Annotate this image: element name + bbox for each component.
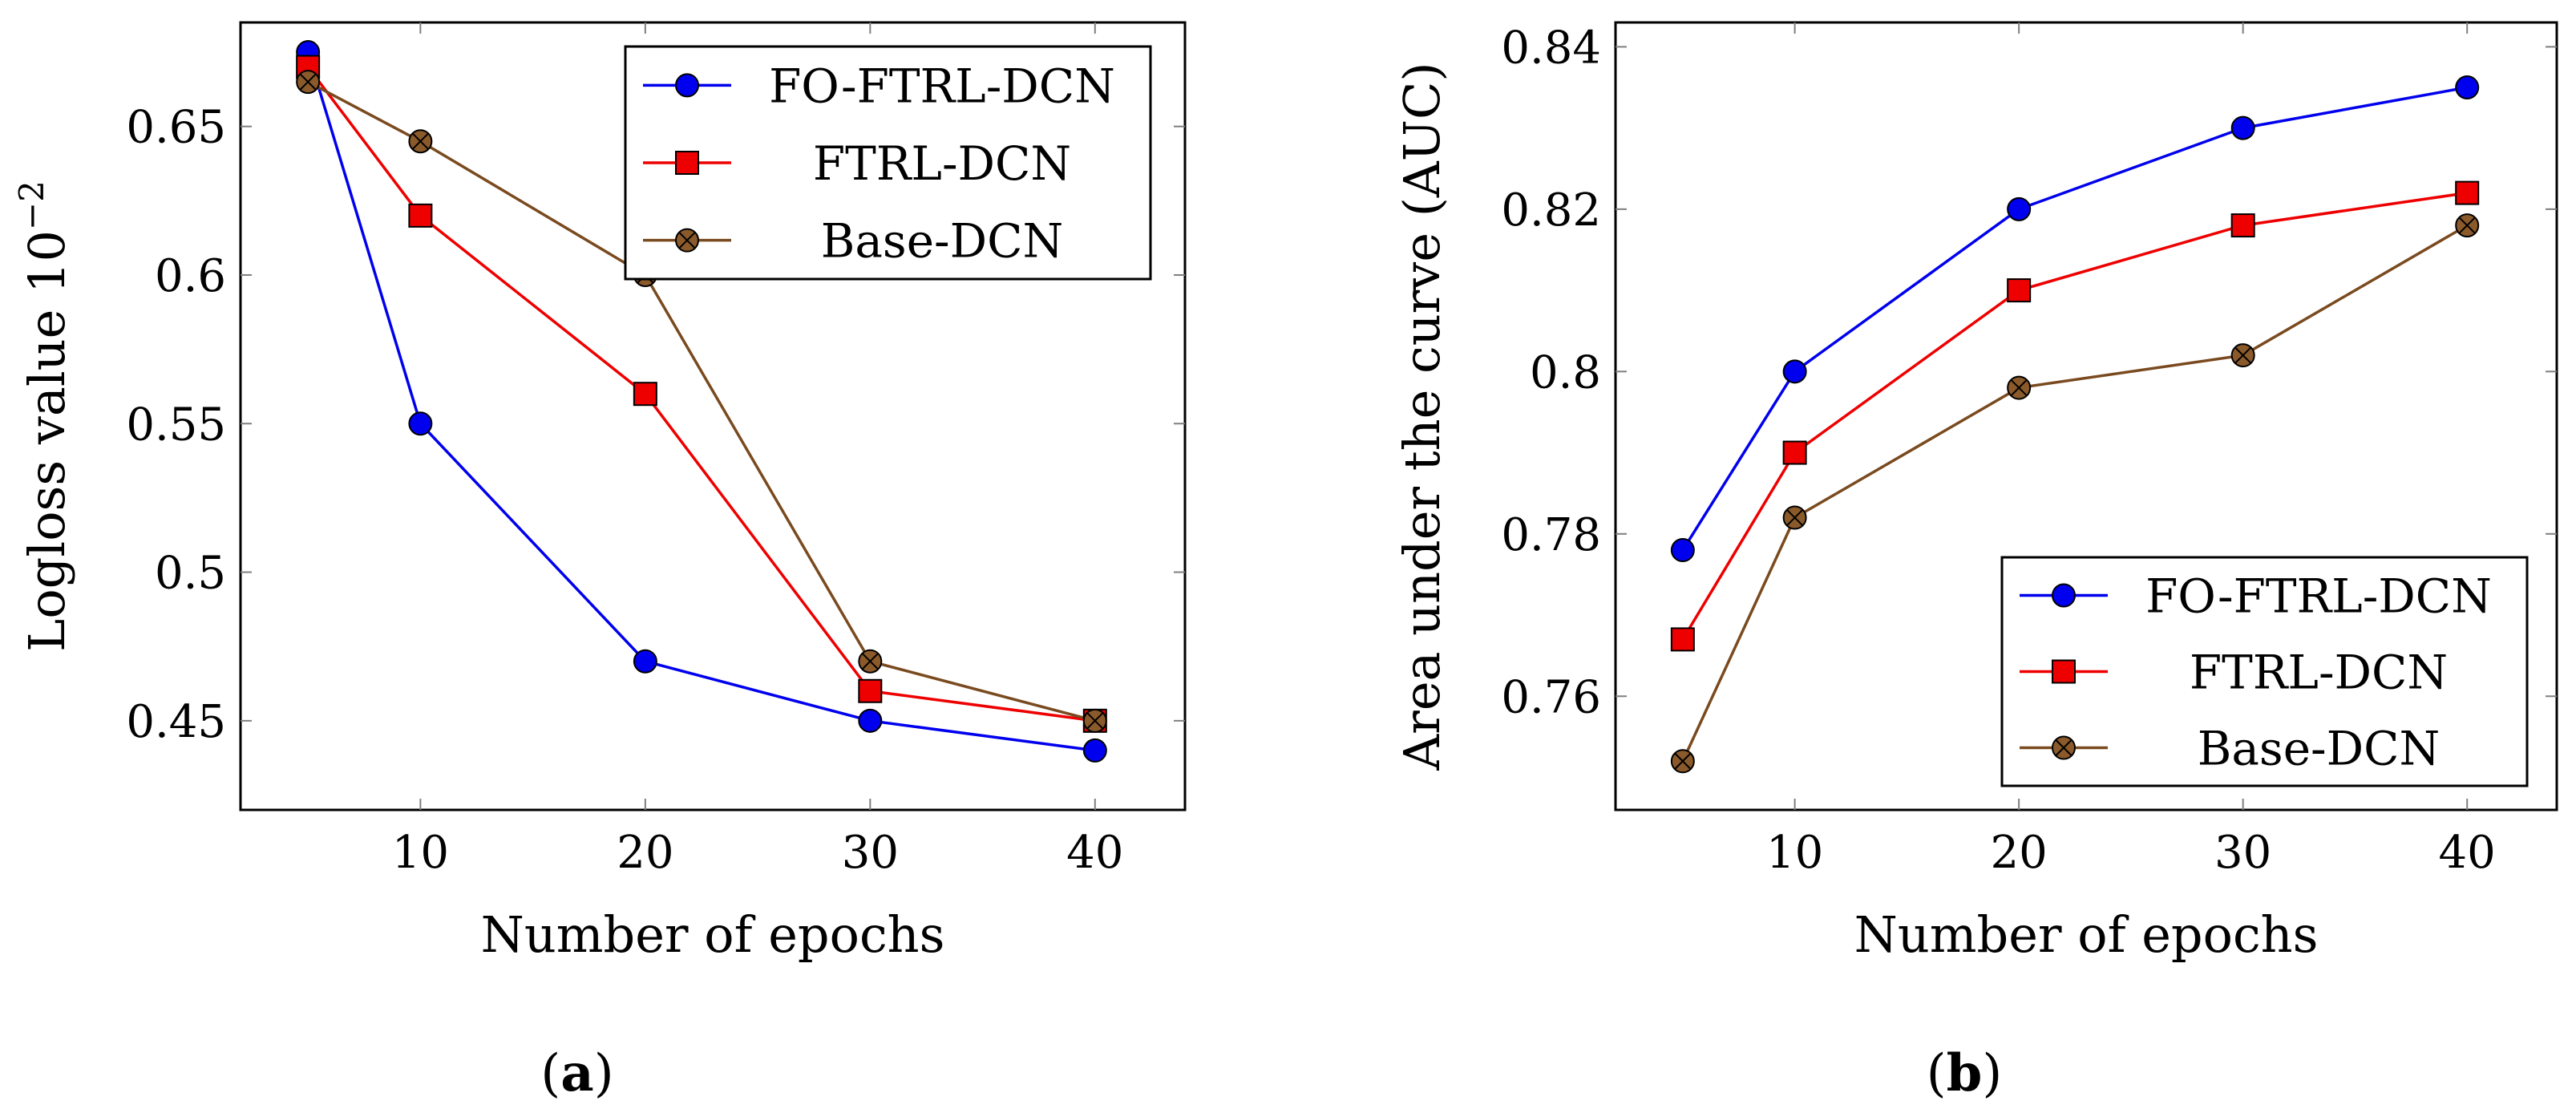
legend-marker-base-dcn bbox=[2052, 735, 2076, 760]
y-axis-label-text: Area under the curve (AUC) bbox=[1393, 62, 1451, 771]
chart-b-auc: 10 20 30 40 0.76 0.78 0.8 0.82 0.84 Number of epo… bbox=[1393, 21, 2558, 1103]
x-tick-label: 20 bbox=[1991, 827, 2048, 879]
legend: FO-FTRL-DCN FTRL-DCN Base-DCN bbox=[2000, 556, 2529, 787]
y-tick-label: 0.6 bbox=[155, 250, 226, 302]
data-point-ftrl-dcn bbox=[2007, 278, 2032, 303]
data-point-base-dcn-cross-2 bbox=[862, 653, 879, 670]
x-axis-label: Number of epochs bbox=[1854, 905, 2319, 964]
data-point-base-dcn-cross-2 bbox=[1674, 753, 1692, 770]
x-tick-label: 40 bbox=[2439, 827, 2496, 879]
legend-marker-ftrl-dcn bbox=[2052, 659, 2076, 684]
legend-marker-fo-ftrl-dcn bbox=[2052, 583, 2076, 608]
data-point-base-dcn bbox=[2455, 213, 2480, 238]
y-tick-label: 0.5 bbox=[155, 548, 226, 600]
data-point-base-dcn-cross-2 bbox=[2234, 346, 2251, 364]
data-point-base-dcn bbox=[858, 649, 883, 674]
x-tick-label: 10 bbox=[1766, 827, 1823, 879]
axes-frame bbox=[1614, 21, 2558, 812]
subfigure-caption: (b) bbox=[1927, 1043, 2003, 1103]
y-tick-label: 0.45 bbox=[126, 696, 226, 748]
data-point-ftrl-dcn bbox=[633, 382, 657, 407]
data-point-ftrl-dcn bbox=[408, 203, 433, 228]
x-tick-label: 30 bbox=[2214, 827, 2271, 879]
data-point-base-dcn-cross-2 bbox=[412, 133, 429, 150]
caption-close-paren: ) bbox=[594, 1044, 614, 1103]
data-point-fo-ftrl-dcn bbox=[2007, 196, 2032, 221]
y-tick-label: 0.78 bbox=[1501, 509, 1601, 561]
data-point-base-dcn-cross-2 bbox=[2458, 217, 2476, 234]
legend-label: Base-DCN bbox=[821, 214, 1064, 269]
legend-marker-base-dcn-cross-2 bbox=[678, 232, 696, 249]
data-point-base-dcn bbox=[2230, 343, 2255, 368]
data-point-fo-ftrl-dcn bbox=[858, 708, 883, 733]
data-point-fo-ftrl-dcn bbox=[2455, 75, 2480, 99]
y-tick-label: 0.65 bbox=[126, 102, 226, 154]
series-line-fo-ftrl-dcn bbox=[1681, 86, 2468, 551]
data-point-base-dcn bbox=[1082, 708, 1107, 733]
data-point-ftrl-dcn bbox=[1670, 627, 1695, 652]
data-point-base-dcn bbox=[2007, 375, 2032, 400]
x-tick-label: 20 bbox=[617, 827, 673, 879]
data-point-fo-ftrl-dcn bbox=[408, 411, 433, 436]
data-point-fo-ftrl-dcn bbox=[1782, 359, 1807, 384]
data-point-base-dcn-cross-2 bbox=[1786, 509, 1803, 526]
y-axis-label-exponent: −2 bbox=[12, 180, 51, 230]
y-tick-label: 0.55 bbox=[126, 399, 226, 451]
data-point-fo-ftrl-dcn bbox=[1670, 538, 1695, 563]
x-tick-label: 30 bbox=[842, 827, 899, 879]
data-point-base-dcn-cross-2 bbox=[2010, 379, 2028, 396]
legend-marker-base-dcn bbox=[675, 228, 699, 253]
caption-letter: b bbox=[1947, 1043, 1983, 1103]
axes-frame bbox=[239, 21, 1187, 812]
caption-letter: a bbox=[560, 1043, 593, 1103]
legend-marker-base-dcn-cross-2 bbox=[2055, 739, 2073, 756]
y-tick-label: 0.82 bbox=[1501, 184, 1601, 237]
data-point-ftrl-dcn bbox=[1782, 440, 1807, 465]
legend-label: FTRL-DCN bbox=[2190, 646, 2448, 700]
caption-open-paren: ( bbox=[1927, 1044, 1947, 1103]
legend-marker-ftrl-dcn bbox=[675, 151, 699, 175]
data-point-base-dcn bbox=[1782, 505, 1807, 530]
y-tick-label: 0.84 bbox=[1501, 22, 1601, 74]
legend: FO-FTRL-DCN FTRL-DCN Base-DCN bbox=[624, 45, 1152, 281]
data-point-base-dcn bbox=[408, 129, 433, 154]
data-point-base-dcn bbox=[296, 70, 321, 95]
y-axis-label-text: Logloss value 10 bbox=[18, 230, 76, 652]
legend-label: Base-DCN bbox=[2198, 722, 2441, 776]
data-point-fo-ftrl-dcn bbox=[1082, 738, 1107, 763]
y-tick-label: 0.76 bbox=[1501, 671, 1601, 723]
legend-label: FO-FTRL-DCN bbox=[2145, 569, 2492, 624]
data-point-fo-ftrl-dcn bbox=[2230, 115, 2255, 140]
chart-a-logloss: 10 20 30 40 0.45 0.5 0.55 0.6 0.65 Number of epoc… bbox=[12, 21, 1187, 1103]
data-point-base-dcn-cross-2 bbox=[1086, 712, 1104, 730]
subfigure-caption: (a) bbox=[540, 1043, 613, 1103]
y-axis-label: Area under the curve (AUC) bbox=[1393, 62, 1451, 771]
caption-close-paren: ) bbox=[1982, 1044, 2002, 1103]
legend-label: FTRL-DCN bbox=[813, 136, 1071, 191]
data-point-fo-ftrl-dcn bbox=[633, 649, 657, 674]
data-point-base-dcn-cross-2 bbox=[299, 73, 317, 91]
x-axis-label: Number of epochs bbox=[481, 905, 945, 964]
x-tick-label: 40 bbox=[1066, 827, 1123, 879]
data-point-ftrl-dcn bbox=[858, 678, 883, 703]
caption-open-paren: ( bbox=[540, 1044, 560, 1103]
data-point-base-dcn bbox=[1670, 749, 1695, 774]
x-tick-label: 10 bbox=[392, 827, 449, 879]
data-point-ftrl-dcn bbox=[2455, 180, 2480, 205]
data-point-ftrl-dcn bbox=[2230, 213, 2255, 238]
legend-label: FO-FTRL-DCN bbox=[769, 59, 1115, 113]
y-tick-label: 0.8 bbox=[1530, 346, 1601, 399]
y-axis-label: Logloss value 10−2 bbox=[12, 180, 76, 652]
legend-marker-fo-ftrl-dcn bbox=[675, 73, 699, 98]
